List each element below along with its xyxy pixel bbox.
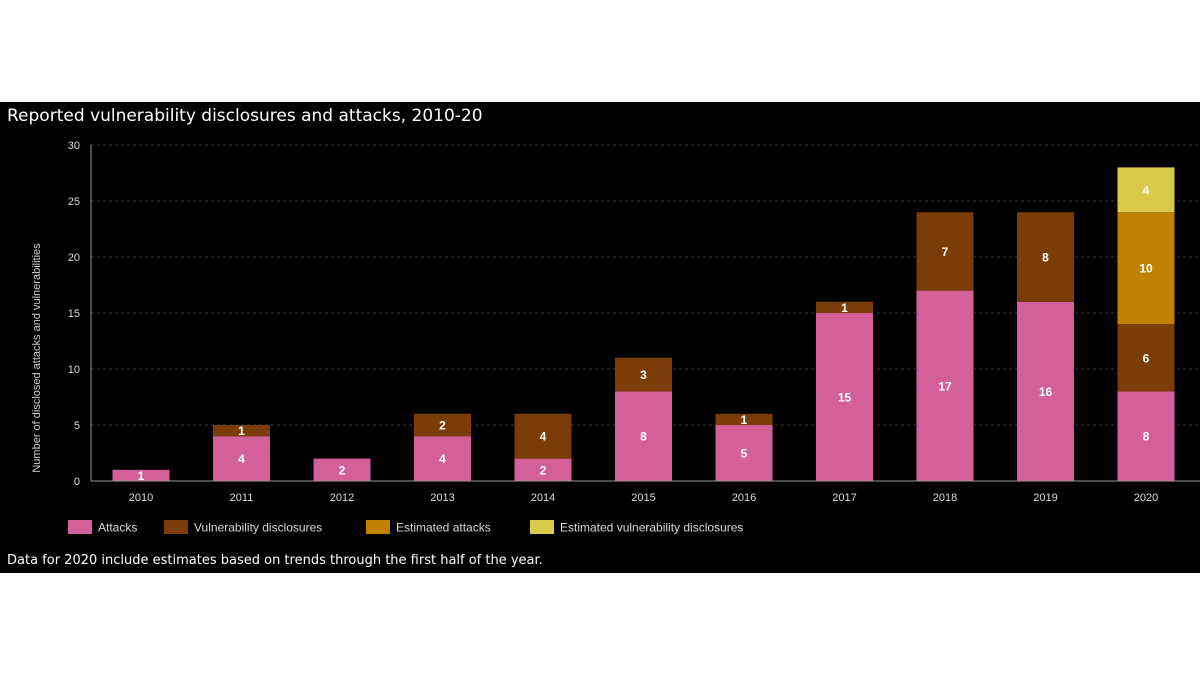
bar-value-label: 1 <box>741 413 748 427</box>
bar-segment <box>213 425 270 437</box>
bar-segment <box>1017 212 1074 302</box>
y-tick-label: 25 <box>68 196 80 208</box>
y-tick-label: 0 <box>74 476 80 488</box>
bar-segment <box>1117 212 1175 325</box>
chart-panel: Reported vulnerability disclosures and a… <box>0 102 1200 573</box>
bar-value-label: 4 <box>439 452 446 466</box>
bar-segment <box>414 436 471 481</box>
bar-segment <box>1017 301 1074 481</box>
axes <box>90 145 1200 482</box>
bar-value-label: 2 <box>439 419 446 433</box>
bar-segment <box>1117 391 1175 481</box>
y-axis-title: Number of disclosed attacks and vulnerab… <box>31 243 43 473</box>
bar-segment <box>615 391 672 481</box>
legend-swatch <box>366 520 390 534</box>
x-tick-label: 2014 <box>531 492 555 504</box>
bar-segment <box>1117 324 1175 392</box>
bar-value-label: 4 <box>238 452 245 466</box>
bar-segment <box>514 413 572 459</box>
y-axis-ticks: 0 5 10 15 20 25 30 <box>68 140 80 488</box>
bar-segment <box>112 469 170 481</box>
bar-value-label: 10 <box>1139 262 1153 276</box>
bar-value-label: 8 <box>1042 251 1049 265</box>
legend-label: Estimated vulnerability disclosures <box>560 521 743 535</box>
bar-segment <box>615 357 672 392</box>
x-tick-label: 2012 <box>330 492 354 504</box>
legend-label: Estimated attacks <box>396 521 491 535</box>
legend-label: Vulnerability disclosures <box>194 521 322 535</box>
x-tick-label: 2011 <box>230 492 254 504</box>
bar-value-label: 4 <box>540 430 547 444</box>
bar-value-label: 5 <box>741 447 748 461</box>
bar-segment <box>816 301 873 313</box>
bars: 1 4 1 2 4 2 2 4 8 3 5 1 15 1 17 7 16 8 8 6 10 4 <box>112 167 1175 483</box>
bar-value-label: 4 <box>1143 183 1150 197</box>
legend-label: Attacks <box>98 521 137 535</box>
legend-swatch <box>68 520 92 534</box>
x-tick-label: 2015 <box>631 492 655 504</box>
x-tick-label: 2019 <box>1033 492 1057 504</box>
chart-footnote: Data for 2020 include estimates based on… <box>7 553 543 568</box>
bar-value-label: 2 <box>339 463 346 477</box>
bar-value-label: 1 <box>841 301 848 315</box>
bar-value-label: 16 <box>1039 385 1053 399</box>
bar-segment <box>414 413 471 437</box>
y-tick-label: 30 <box>68 140 80 152</box>
bar-value-label: 7 <box>942 245 949 259</box>
bar-value-label: 2 <box>540 463 547 477</box>
x-tick-label: 2020 <box>1134 492 1158 504</box>
bar-segment <box>916 290 974 481</box>
bar-value-label: 1 <box>238 424 245 438</box>
legend: Attacks Vulnerability disclosures Estimate… <box>68 520 743 535</box>
legend-swatch <box>530 520 554 534</box>
legend-swatch <box>164 520 188 534</box>
bar-value-label: 17 <box>938 379 952 393</box>
bar-segment <box>816 313 873 481</box>
x-tick-label: 2017 <box>832 492 856 504</box>
bar-segment <box>313 458 371 481</box>
bar-segment <box>514 458 572 481</box>
y-tick-label: 10 <box>68 364 80 376</box>
bar-segment <box>1117 167 1175 213</box>
bar-segment <box>213 436 270 481</box>
y-tick-label: 5 <box>74 420 80 432</box>
bar-value-label: 1 <box>138 469 145 483</box>
x-axis-ticks: 2010 2011 2012 2013 2014 2015 2016 2017 2018 2019… <box>129 492 1158 504</box>
bar-value-label: 6 <box>1143 351 1150 365</box>
bar-value-label: 8 <box>640 430 647 444</box>
y-tick-label: 20 <box>68 252 80 264</box>
bar-value-label: 15 <box>838 391 852 405</box>
bar-value-label: 8 <box>1143 430 1150 444</box>
chart-title: Reported vulnerability disclosures and a… <box>7 106 483 126</box>
bar-value-label: 3 <box>640 368 647 382</box>
x-tick-label: 2013 <box>430 492 454 504</box>
x-tick-label: 2010 <box>129 492 153 504</box>
x-tick-label: 2018 <box>933 492 957 504</box>
bar-segment <box>715 413 773 425</box>
x-tick-label: 2016 <box>732 492 756 504</box>
bar-segment <box>715 425 773 481</box>
y-tick-label: 15 <box>68 308 80 320</box>
bar-segment <box>916 212 974 291</box>
